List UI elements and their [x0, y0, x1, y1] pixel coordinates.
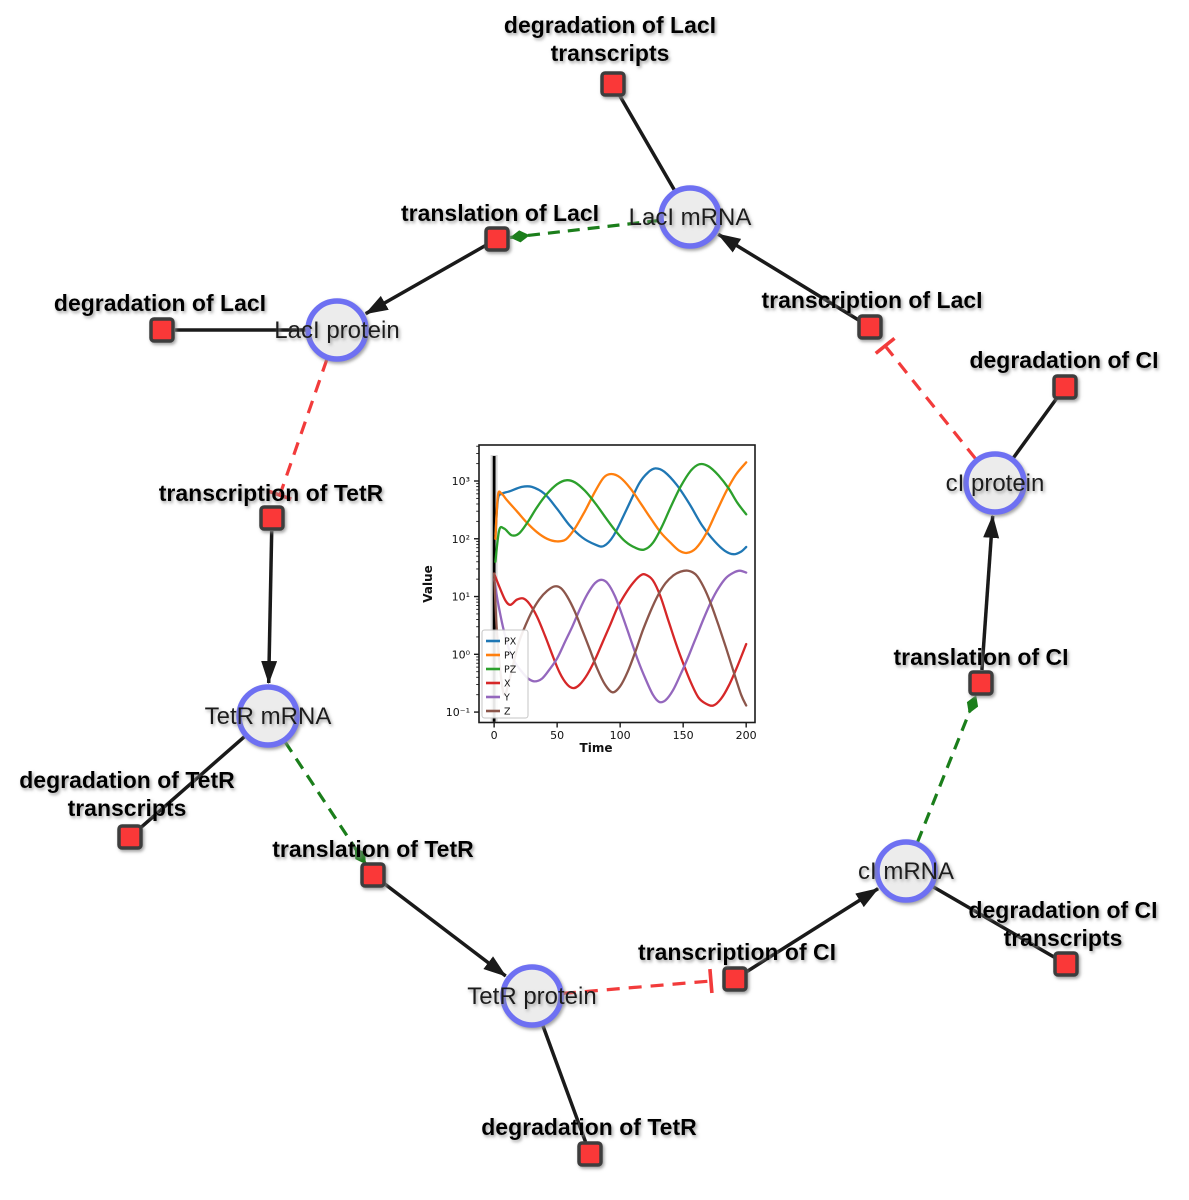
legend-label-z: Z: [504, 707, 511, 718]
reaction-node-degradation-of-ci[interactable]: [1052, 374, 1078, 400]
series-line-z: [492, 569, 748, 707]
reaction-node-degradation-of-ci-transcripts[interactable]: [1053, 951, 1079, 977]
edge-product--transcription-of-laci--laci-mrna[interactable]: [717, 232, 860, 322]
legend-label-y: Y: [503, 693, 510, 704]
species-node-laci-mrna[interactable]: [658, 185, 722, 249]
edge-modifier--tetr-mrna--translation-of-tetr[interactable]: [283, 741, 368, 866]
species-label-laci-mrna: LacI mRNA: [629, 204, 752, 231]
edge-inhibition--ci-protein--transcription-of-laci[interactable]: [874, 336, 977, 460]
reaction-label-degradation-of-laci: degradation of LacI: [54, 290, 266, 316]
x-tick-label: 50: [550, 729, 564, 742]
reaction-label-degradation-of-tetr-transcripts: degradation of TetR transcripts: [19, 767, 235, 821]
reaction-node-transcription-of-tetr[interactable]: [259, 505, 285, 531]
x-tick-label: 0: [491, 729, 498, 742]
species-node-laci-protein[interactable]: [305, 298, 369, 362]
reaction-label-degradation-of-laci-transcripts: degradation of LacI transcripts: [504, 12, 716, 66]
series-line-py: [494, 461, 748, 555]
reaction-label-degradation-of-tetr: degradation of TetR: [481, 1114, 697, 1140]
x-axis-label: Time: [580, 741, 613, 755]
series-line-x: [492, 572, 748, 707]
y-axis-label: Value: [421, 565, 435, 603]
x-tick-label: 150: [673, 729, 694, 742]
reaction-label-degradation-of-ci: degradation of CI: [969, 347, 1158, 373]
edge-reactant--ci-protein--degradation-of-ci[interactable]: [1011, 396, 1059, 460]
edge-modifier--ci-mrna--translation-of-ci[interactable]: [916, 694, 979, 843]
edge-reactant--tetr-mrna--degradation-of-tetr-transcripts[interactable]: [138, 735, 246, 830]
reaction-node-degradation-of-laci[interactable]: [149, 317, 175, 343]
species-node-tetr-protein[interactable]: [500, 964, 564, 1028]
series-line-px: [494, 467, 748, 556]
reaction-node-transcription-of-laci[interactable]: [857, 314, 883, 340]
edge-product--translation-of-laci--laci-protein[interactable]: [364, 243, 487, 316]
reaction-node-degradation-of-tetr-transcripts[interactable]: [117, 824, 143, 850]
chart-legend: PX PY PZ XYZ: [481, 629, 529, 719]
legend-label-px: PX: [504, 637, 517, 648]
reaction-label-degradation-of-ci-transcripts: degradation of CI transcripts: [968, 897, 1157, 951]
legend-label-py: PY: [504, 651, 516, 662]
reaction-node-degradation-of-laci-transcripts[interactable]: [600, 71, 626, 97]
species-node-ci-protein[interactable]: [963, 451, 1027, 515]
reaction-node-transcription-of-ci[interactable]: [722, 966, 748, 992]
reaction-label-transcription-of-tetr: transcription of TetR: [159, 480, 384, 506]
series-line-pz: [494, 462, 748, 563]
species-node-tetr-mrna[interactable]: [236, 684, 300, 748]
legend-label-x: X: [504, 679, 511, 690]
species-label-tetr-mrna: TetR mRNA: [205, 703, 332, 730]
species-node-ci-mrna[interactable]: [874, 839, 938, 903]
reaction-node-translation-of-ci[interactable]: [968, 670, 994, 696]
species-label-tetr-protein: TetR protein: [467, 983, 596, 1010]
x-tick-label: 100: [610, 729, 631, 742]
species-label-laci-protein: LacI protein: [274, 317, 399, 344]
nodes-layer: [117, 71, 1079, 1167]
y-tick-label: 10³: [452, 475, 470, 488]
inset-timeseries-chart: 0 50 100 150 20010⁻¹10⁰10¹10²10³TimeValuePXP…: [421, 444, 757, 755]
edge-modifier--laci-mrna--translation-of-laci[interactable]: [509, 218, 660, 243]
reaction-label-translation-of-laci: translation of LacI: [401, 200, 599, 226]
reaction-node-translation-of-tetr[interactable]: [360, 862, 386, 888]
edge-reactant--laci-mrna--degradation-of-laci-transcripts[interactable]: [617, 94, 677, 192]
edge-product--transcription-of-ci--ci-mrna[interactable]: [745, 887, 880, 974]
edge-inhibition--tetr-protein--transcription-of-ci[interactable]: [562, 968, 714, 995]
plot-area: [490, 455, 748, 722]
reaction-label-translation-of-tetr: translation of TetR: [272, 836, 474, 862]
y-tick-label: 10²: [452, 533, 470, 546]
legend-label-pz: PZ: [504, 665, 517, 676]
reaction-label-transcription-of-laci: transcription of LacI: [761, 287, 982, 313]
series-line-y: [492, 569, 748, 704]
edge-inhibition--laci-protein--transcription-of-tetr[interactable]: [267, 358, 329, 501]
edge-product--translation-of-ci--ci-protein[interactable]: [980, 514, 1000, 671]
species-label-ci-mrna: cI mRNA: [858, 858, 954, 885]
y-tick-label: 10⁰: [452, 648, 471, 661]
reaction-node-translation-of-laci[interactable]: [484, 226, 510, 252]
reaction-label-transcription-of-ci: transcription of CI: [638, 939, 836, 965]
edges-layer: [138, 94, 1059, 1143]
labels-layer: LacI mRNA LacI protein TetR mRNA TetR prote…: [19, 12, 1158, 1140]
reaction-node-degradation-of-tetr[interactable]: [577, 1141, 603, 1167]
plot-frame: [478, 444, 756, 724]
species-label-ci-protein: cI protein: [946, 470, 1045, 497]
y-tick-label: 10⁻¹: [446, 706, 470, 719]
edge-reactant--tetr-protein--degradation-of-tetr[interactable]: [541, 1024, 588, 1143]
edge-reactant--ci-mrna--degradation-of-ci-transcripts[interactable]: [931, 885, 1056, 960]
y-tick-label: 10¹: [452, 591, 470, 604]
edge-product--transcription-of-tetr--tetr-mrna[interactable]: [261, 530, 278, 684]
edge-product--translation-of-tetr--tetr-protein[interactable]: [382, 881, 507, 978]
x-tick-label: 200: [736, 729, 757, 742]
reaction-label-translation-of-ci: translation of CI: [893, 644, 1068, 670]
